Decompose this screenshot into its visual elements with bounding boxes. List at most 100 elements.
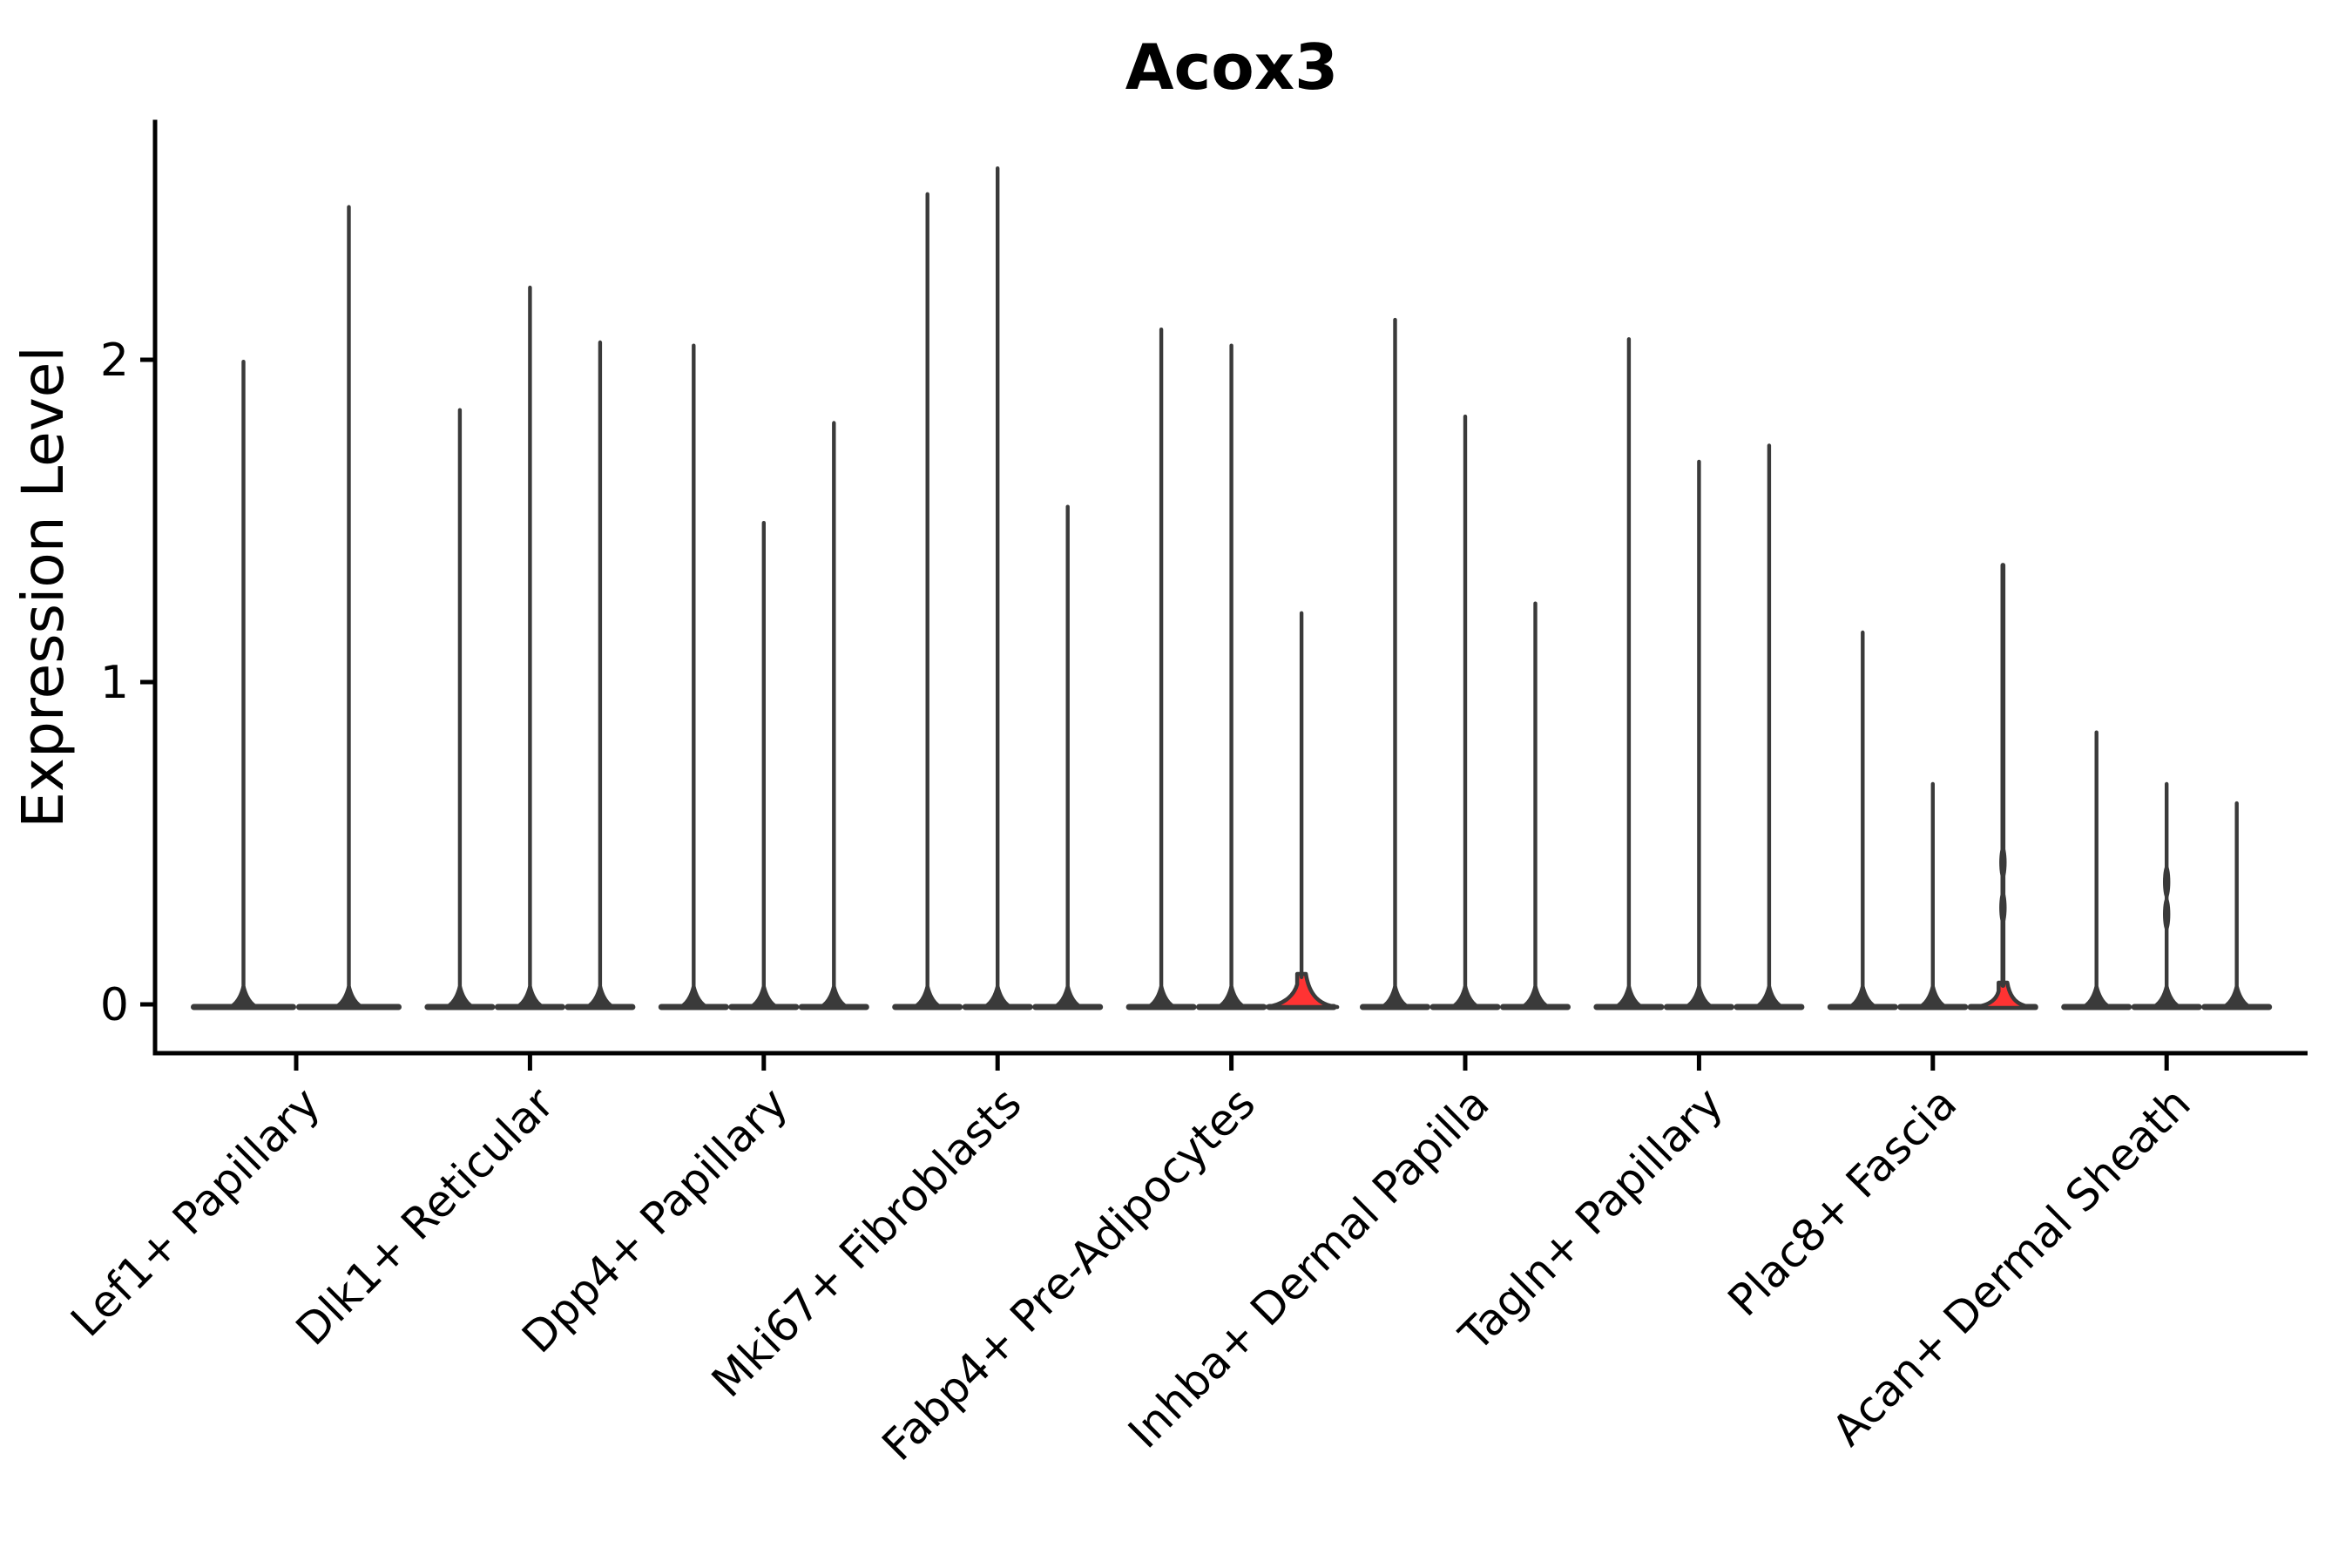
violin-flare — [585, 986, 614, 1005]
violin-base — [728, 1004, 800, 1010]
violin-flare — [1147, 986, 1176, 1005]
violin-base — [191, 1004, 296, 1010]
violin — [1663, 459, 1734, 1010]
violin-base — [2061, 1004, 2132, 1010]
violin-line — [2234, 801, 2239, 991]
violin-flare — [229, 986, 258, 1005]
violin-line — [1861, 630, 1865, 991]
violin-line — [1299, 611, 1304, 979]
violin-line — [1767, 443, 1772, 991]
violin-line — [347, 205, 351, 991]
violin-base — [1663, 1004, 1734, 1010]
violin-line — [2000, 563, 2006, 988]
violin-flare — [1685, 986, 1713, 1005]
violin-knot — [2163, 896, 2171, 932]
violin-base — [424, 1004, 496, 1010]
violin-base — [1032, 1004, 1104, 1010]
violin-base — [296, 1004, 402, 1010]
violin-line — [528, 285, 532, 991]
violin-flare — [1848, 986, 1877, 1005]
violin — [1032, 504, 1104, 1010]
violin-flare — [2082, 986, 2111, 1005]
violin-flare — [1381, 986, 1409, 1005]
violin-base — [1897, 1004, 1969, 1010]
violin-base — [1360, 1004, 1430, 1010]
violin-line — [925, 192, 929, 992]
violin-base — [1500, 1004, 1571, 1010]
violin — [494, 285, 565, 1010]
violin-flare — [983, 986, 1012, 1005]
violin-base — [2131, 1004, 2202, 1010]
violin-flare — [1451, 986, 1479, 1005]
violin-flare — [1217, 986, 1246, 1005]
violin — [2131, 781, 2202, 1010]
violin-base — [892, 1004, 963, 1010]
violin-base — [962, 1004, 1033, 1010]
violin-base — [1196, 1004, 1267, 1010]
violin-flare — [335, 986, 363, 1005]
violin-base — [798, 1004, 869, 1010]
violin-line — [996, 166, 1000, 991]
violin — [798, 421, 869, 1010]
violin-base — [1593, 1004, 1665, 1010]
violin-line — [1159, 328, 1164, 991]
violin-base — [1734, 1004, 1805, 1010]
violin-flare — [2153, 986, 2181, 1005]
violin-flare — [679, 986, 708, 1005]
violin-flare — [1614, 986, 1643, 1005]
violin-line — [761, 521, 766, 991]
violin-base — [494, 1004, 565, 1010]
violin — [1360, 317, 1430, 1010]
y-tick-label: 1 — [100, 657, 129, 709]
violin — [1967, 563, 2038, 1010]
violin-line — [1626, 337, 1632, 992]
violin — [1734, 443, 1805, 1010]
y-axis-title: Expression Level — [10, 346, 77, 828]
violin-line — [598, 340, 603, 991]
violin — [2201, 801, 2273, 1010]
violin-line — [1393, 317, 1397, 991]
violin — [1827, 630, 1898, 1010]
violin — [2061, 730, 2132, 1010]
violin-flare — [516, 986, 544, 1005]
violin-line — [2094, 730, 2099, 991]
violin-flare — [749, 986, 778, 1005]
violin-base — [1827, 1004, 1898, 1010]
violin — [1897, 781, 1969, 1010]
violin — [1196, 343, 1267, 1010]
plot-title: Acox3 — [1125, 30, 1338, 104]
violin — [1429, 414, 1501, 1010]
violin-flare — [1521, 986, 1550, 1005]
violin-flare — [2222, 986, 2251, 1005]
violin-flare — [1053, 986, 1082, 1005]
violin-line — [1930, 781, 1935, 991]
violin-line — [692, 343, 696, 991]
violin — [1263, 611, 1340, 1010]
violin-base — [564, 1004, 636, 1010]
violin — [1593, 337, 1665, 1010]
y-tick-label: 2 — [100, 335, 129, 387]
violin-knot — [1999, 890, 2007, 925]
violin — [296, 205, 402, 1010]
violin-line — [1229, 343, 1233, 991]
violin — [728, 521, 800, 1010]
violin — [892, 192, 963, 1010]
violin-flare — [1754, 986, 1783, 1005]
violin-flare — [445, 986, 474, 1005]
violin-base — [1429, 1004, 1501, 1010]
violin-flare — [913, 986, 942, 1005]
violin-line — [457, 408, 463, 991]
violin-line — [1697, 459, 1701, 991]
violin-base — [1125, 1004, 1197, 1010]
violin — [1500, 601, 1571, 1010]
violin — [658, 343, 729, 1010]
violin — [1125, 328, 1197, 1010]
violin-knot — [2163, 864, 2171, 900]
violin-knot — [1999, 845, 2007, 881]
violin — [191, 360, 296, 1010]
violin-base — [658, 1004, 729, 1010]
violin-flare — [820, 986, 848, 1005]
